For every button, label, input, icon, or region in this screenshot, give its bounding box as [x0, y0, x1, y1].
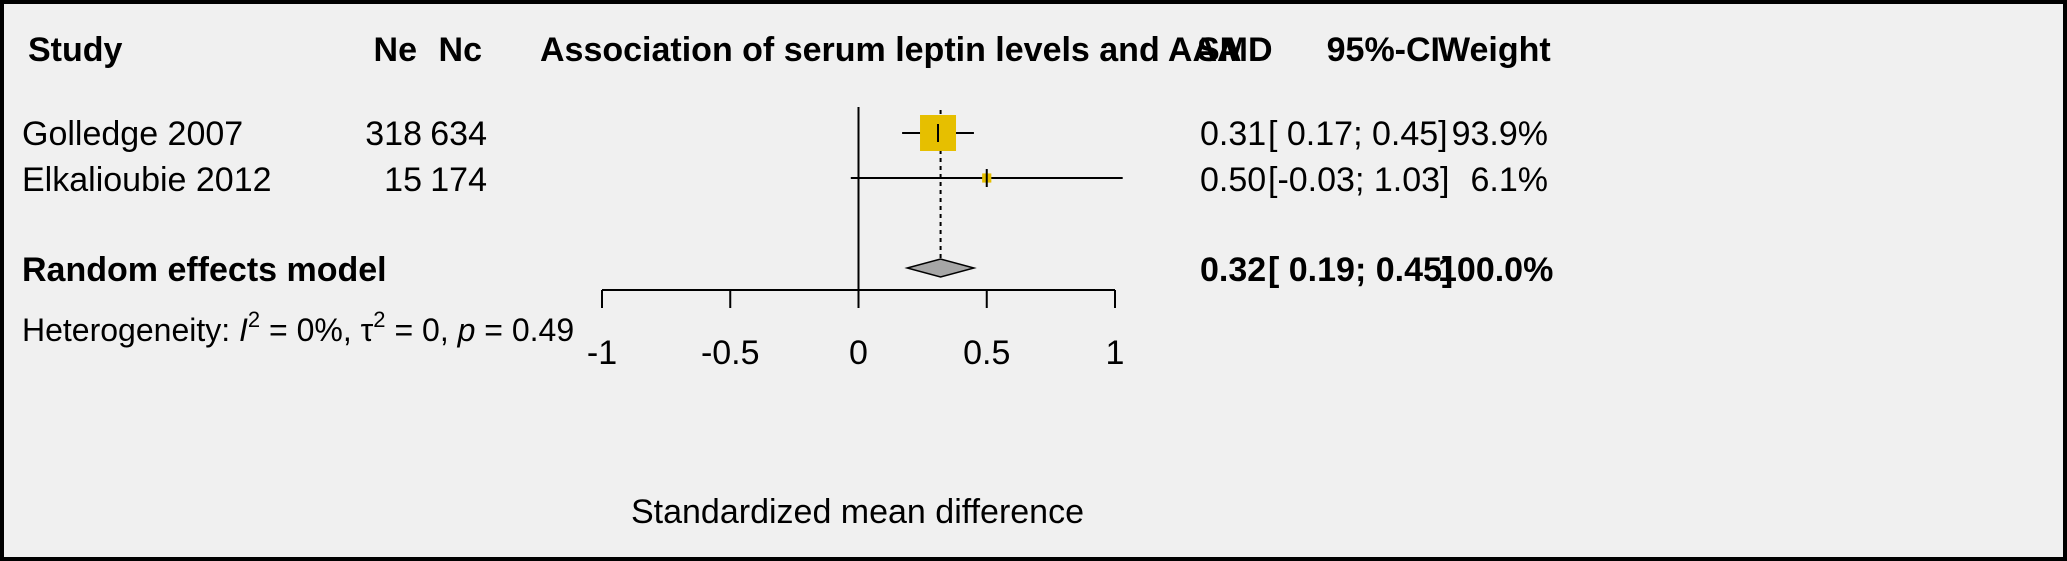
study-ci-elkalioubie: [-0.03; 1.03] — [1268, 161, 1450, 199]
study-nc-elkalioubie: 174 — [430, 161, 487, 199]
pooled-label: Random effects model — [22, 251, 387, 289]
header-nc: Nc — [438, 31, 482, 69]
p-value: = 0.49 — [475, 312, 575, 348]
x-tick-label-4: 1 — [1106, 334, 1125, 372]
study-ne-elkalioubie: 15 — [384, 161, 422, 199]
header-ne: Ne — [373, 31, 417, 69]
heterogeneity-text: Heterogeneity: I2 = 0%, τ2 = 0, p = 0.49 — [22, 300, 574, 350]
chart-title: Association of serum leptin levels and A… — [540, 31, 1242, 69]
pooled-ci: [ 0.19; 0.45] — [1268, 251, 1454, 289]
study-ci-golledge: [ 0.17; 0.45] — [1268, 115, 1448, 153]
i-squared-symbol: I — [239, 312, 248, 348]
study-ne-golledge: 318 — [365, 115, 422, 153]
study-smd-golledge: 0.31 — [1200, 115, 1267, 153]
study-name-golledge: Golledge 2007 — [22, 115, 244, 153]
p-symbol: p — [457, 312, 476, 348]
tau-squared-value: = 0, — [385, 312, 458, 348]
header-study: Study — [28, 31, 123, 69]
pooled-diamond — [904, 258, 977, 278]
x-tick-label-0: -1 — [587, 334, 617, 372]
tau-squared-superscript: 2 — [373, 307, 386, 332]
study-nc-golledge: 634 — [430, 115, 487, 153]
pooled-smd: 0.32 — [1200, 251, 1267, 289]
study-name-elkalioubie: Elkalioubie 2012 — [22, 161, 272, 199]
study-weight-golledge: 93.9% — [1451, 115, 1548, 153]
x-axis-label: Standardized mean difference — [630, 493, 1084, 531]
study-weight-elkalioubie: 6.1% — [1470, 161, 1549, 199]
x-tick-label-3: 0.5 — [963, 334, 1010, 372]
i-squared-value: = 0%, — [260, 312, 361, 348]
heterogeneity-prefix: Heterogeneity: — [22, 312, 240, 348]
header-weight: Weight — [1438, 31, 1551, 69]
i-squared-superscript: 2 — [247, 307, 261, 332]
header-ci: 95%-CI — [1326, 31, 1440, 69]
x-tick-label-2: 0 — [849, 334, 868, 372]
tau-squared-symbol: τ — [360, 312, 374, 348]
header-smd: SMD — [1197, 31, 1273, 69]
x-tick-label-1: -0.5 — [701, 334, 760, 372]
pooled-weight: 100.0% — [1438, 251, 1554, 289]
study-smd-elkalioubie: 0.50 — [1200, 161, 1267, 199]
